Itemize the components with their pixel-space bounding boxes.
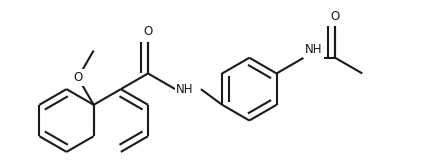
Text: O: O (73, 71, 82, 84)
Text: NH: NH (305, 43, 322, 56)
Text: O: O (143, 25, 153, 39)
Text: NH: NH (176, 83, 193, 96)
Text: O: O (330, 10, 340, 23)
